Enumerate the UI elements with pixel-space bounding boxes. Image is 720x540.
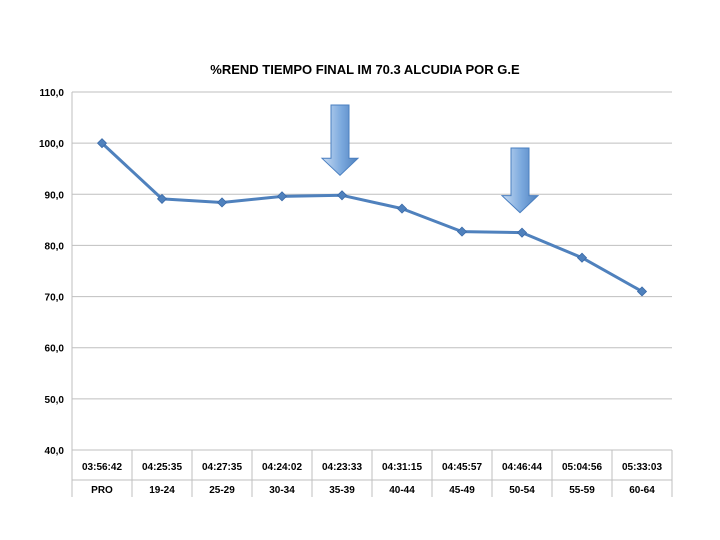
x-tick-group: 45-49 bbox=[449, 485, 475, 496]
x-tick-time: 04:46:44 bbox=[502, 462, 542, 473]
highlight-arrows bbox=[320, 104, 540, 214]
data-point bbox=[396, 203, 408, 214]
y-tick-label: 40,0 bbox=[45, 446, 65, 457]
data-point bbox=[516, 227, 528, 238]
data-point bbox=[336, 190, 348, 201]
x-tick-group: 55-59 bbox=[569, 485, 595, 496]
x-tick-time: 05:33:03 bbox=[622, 462, 662, 473]
x-tick-time: 04:25:35 bbox=[142, 462, 182, 473]
x-axis-table: 03:56:42 PRO 04:25:35 19-24 04:27:35 25-29 04:… bbox=[71, 449, 673, 497]
y-tick-label: 60,0 bbox=[45, 344, 65, 355]
data-point bbox=[576, 252, 588, 263]
x-tick-group: 30-34 bbox=[269, 485, 295, 496]
data-point bbox=[636, 286, 648, 297]
y-tick-label: 110,0 bbox=[40, 88, 65, 99]
series-line bbox=[96, 138, 648, 297]
x-tick-time: 03:56:42 bbox=[82, 462, 122, 473]
x-tick-time: 05:04:56 bbox=[562, 462, 602, 473]
x-tick-group: 40-44 bbox=[389, 485, 415, 496]
down-arrow-icon bbox=[500, 147, 540, 214]
y-tick-label: 100,0 bbox=[39, 139, 64, 150]
data-point bbox=[456, 226, 468, 237]
x-tick-group: 35-39 bbox=[329, 485, 355, 496]
x-tick-group: PRO bbox=[91, 485, 113, 496]
x-tick-time: 04:24:02 bbox=[262, 462, 302, 473]
x-tick-time: 04:27:35 bbox=[202, 462, 242, 473]
data-point bbox=[216, 197, 228, 208]
down-arrow-icon bbox=[320, 104, 360, 176]
data-point bbox=[96, 138, 108, 149]
x-tick-time: 04:23:33 bbox=[322, 462, 362, 473]
x-tick-time: 04:45:57 bbox=[442, 462, 482, 473]
data-point bbox=[156, 193, 168, 204]
gridlines bbox=[72, 91, 672, 400]
chart-title: %REND TIEMPO FINAL IM 70.3 ALCUDIA POR G… bbox=[210, 62, 520, 77]
data-point bbox=[276, 191, 288, 202]
y-tick-label: 80,0 bbox=[45, 241, 65, 252]
series-line-path bbox=[100, 142, 643, 293]
y-axis: 40,0 50,0 60,0 70,0 80,0 90,0 100,0 110,0 bbox=[39, 88, 73, 497]
x-tick-group: 19-24 bbox=[149, 485, 175, 496]
x-tick-group: 60-64 bbox=[629, 485, 655, 496]
x-tick-group: 25-29 bbox=[209, 485, 235, 496]
y-tick-label: 70,0 bbox=[45, 293, 65, 304]
x-tick-time: 04:31:15 bbox=[382, 462, 422, 473]
x-tick-group: 50-54 bbox=[509, 485, 535, 496]
y-tick-label: 50,0 bbox=[45, 395, 65, 406]
y-tick-label: 90,0 bbox=[45, 190, 65, 201]
